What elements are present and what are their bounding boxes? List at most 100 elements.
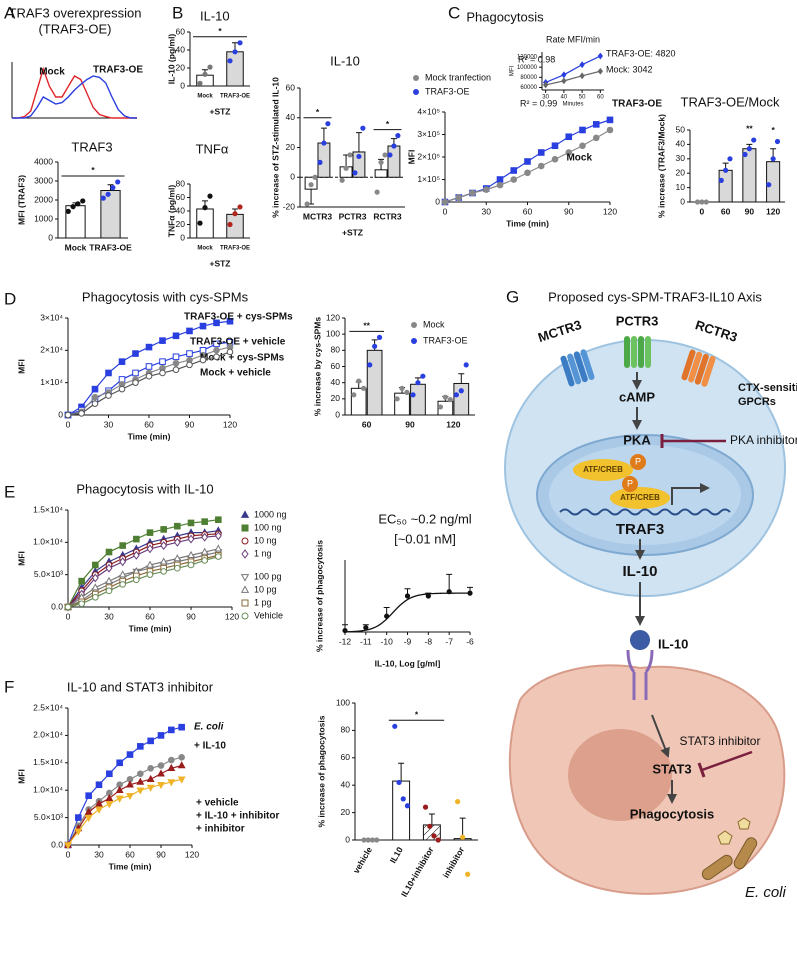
data-point xyxy=(467,590,473,596)
legend-label: Mock + vehicle xyxy=(200,368,271,379)
data-point xyxy=(384,613,390,619)
legend-label: 1 ng xyxy=(254,548,272,558)
data-point xyxy=(237,204,243,210)
data-point xyxy=(579,61,585,69)
data-point xyxy=(551,142,559,150)
panel-label: A xyxy=(4,3,16,22)
arrow xyxy=(651,714,670,758)
x-axis-label: +STZ xyxy=(209,106,230,116)
y-tick-label: 0.0 xyxy=(51,839,63,849)
chart-title: IL-10 xyxy=(200,8,230,23)
y-tick-label: 20 xyxy=(331,393,341,403)
panel-label: F xyxy=(4,677,14,696)
x-tick-label: -12 xyxy=(339,636,352,646)
y-tick-label: 60 xyxy=(331,361,341,371)
legend-label: Mock + cys-SPMs xyxy=(200,353,285,364)
data-point xyxy=(80,198,86,204)
data-point xyxy=(321,140,327,146)
y-tick-label: 60 xyxy=(176,26,186,36)
series-line xyxy=(67,726,182,846)
y-axis-label: MFI xyxy=(16,551,26,566)
bacterium xyxy=(701,854,733,881)
x-tick-label: PCTR3 xyxy=(339,211,367,221)
inhibition-line xyxy=(701,750,753,772)
data-point xyxy=(374,837,380,843)
data-point xyxy=(168,726,175,734)
data-point xyxy=(197,220,203,226)
chart-title: (TRAF3-OE) xyxy=(39,21,112,36)
data-point xyxy=(91,400,99,407)
y-tick-label: 40 xyxy=(676,139,686,149)
x-axis-label: Minutes xyxy=(562,102,583,108)
x-tick-label: Mock xyxy=(65,242,87,252)
target-nucleus xyxy=(568,729,672,821)
data-point xyxy=(561,71,567,79)
y-tick-label: 20 xyxy=(176,62,186,72)
product: IL-10 xyxy=(622,563,657,580)
data-point xyxy=(132,369,139,377)
y-tick-label: 2.0×10⁴ xyxy=(33,730,63,740)
data-point xyxy=(396,779,402,786)
data-point xyxy=(105,369,112,377)
data-point xyxy=(524,169,531,177)
significance-label: ** xyxy=(363,321,370,331)
data-point xyxy=(132,350,139,357)
y-tick-label: 20 xyxy=(286,142,296,152)
data-point xyxy=(145,343,153,351)
data-point xyxy=(105,587,113,595)
y-tick-label: 0 xyxy=(58,409,63,419)
legend-label: TRAF3-OE xyxy=(612,99,662,110)
data-point xyxy=(132,550,140,560)
data-point xyxy=(723,167,729,173)
chart-title: IL-10 and STAT3 inhibitor xyxy=(67,679,214,694)
x-tick-label: 0 xyxy=(66,849,71,859)
y-tick-label: 5.0×10³ xyxy=(34,812,63,822)
stat-inhibitor: STAT3 inhibitor xyxy=(680,734,761,748)
data-point xyxy=(751,137,757,143)
y-tick-label: 0 xyxy=(435,196,440,206)
y-tick-label: 0.0 xyxy=(51,601,63,611)
data-point xyxy=(84,807,93,815)
x-tick-label: MCTR3 xyxy=(303,211,333,221)
gene: TRAF3 xyxy=(616,521,664,538)
data-point xyxy=(339,177,345,183)
data-point xyxy=(579,126,586,134)
y-tick-label: 120 xyxy=(326,312,340,322)
x-axis-label: Time (min) xyxy=(109,861,152,871)
receptor-note: CTX-sensitive xyxy=(738,382,797,394)
data-point xyxy=(215,553,222,560)
x-tick-label: 0 xyxy=(66,419,71,429)
y-tick-label: 20 xyxy=(676,167,686,177)
data-point xyxy=(119,557,127,567)
data-point xyxy=(95,806,103,814)
data-point xyxy=(132,379,139,386)
series-line xyxy=(545,70,601,86)
y-tick-label: 1000 xyxy=(34,213,53,223)
data-point xyxy=(146,529,154,536)
data-point xyxy=(496,176,504,183)
particle xyxy=(717,830,733,845)
significance-label: * xyxy=(771,125,775,135)
y-tick-label: 2×10⁴ xyxy=(40,345,63,355)
y-tick-label: 1.0×10⁴ xyxy=(33,537,63,547)
dna xyxy=(559,508,731,516)
data-point xyxy=(187,561,195,569)
receptor-mctr3 xyxy=(560,349,595,387)
particle xyxy=(737,817,751,830)
data-point xyxy=(395,133,401,139)
y-tick-label: 5.0×10³ xyxy=(34,569,63,579)
bar xyxy=(410,383,426,416)
bar xyxy=(387,145,401,178)
legend-marker xyxy=(241,612,249,620)
data-point xyxy=(361,837,367,843)
significance-label: ** xyxy=(746,123,753,133)
data-point xyxy=(317,159,323,165)
data-point xyxy=(579,72,585,80)
data-point xyxy=(115,795,124,803)
data-point xyxy=(606,126,614,134)
data-point xyxy=(382,152,388,158)
y-tick-label: 3×10⁴ xyxy=(40,312,63,322)
bar xyxy=(392,780,411,841)
y-axis-label: IL-10 (pg/ml) xyxy=(166,34,176,85)
data-point xyxy=(167,779,176,787)
